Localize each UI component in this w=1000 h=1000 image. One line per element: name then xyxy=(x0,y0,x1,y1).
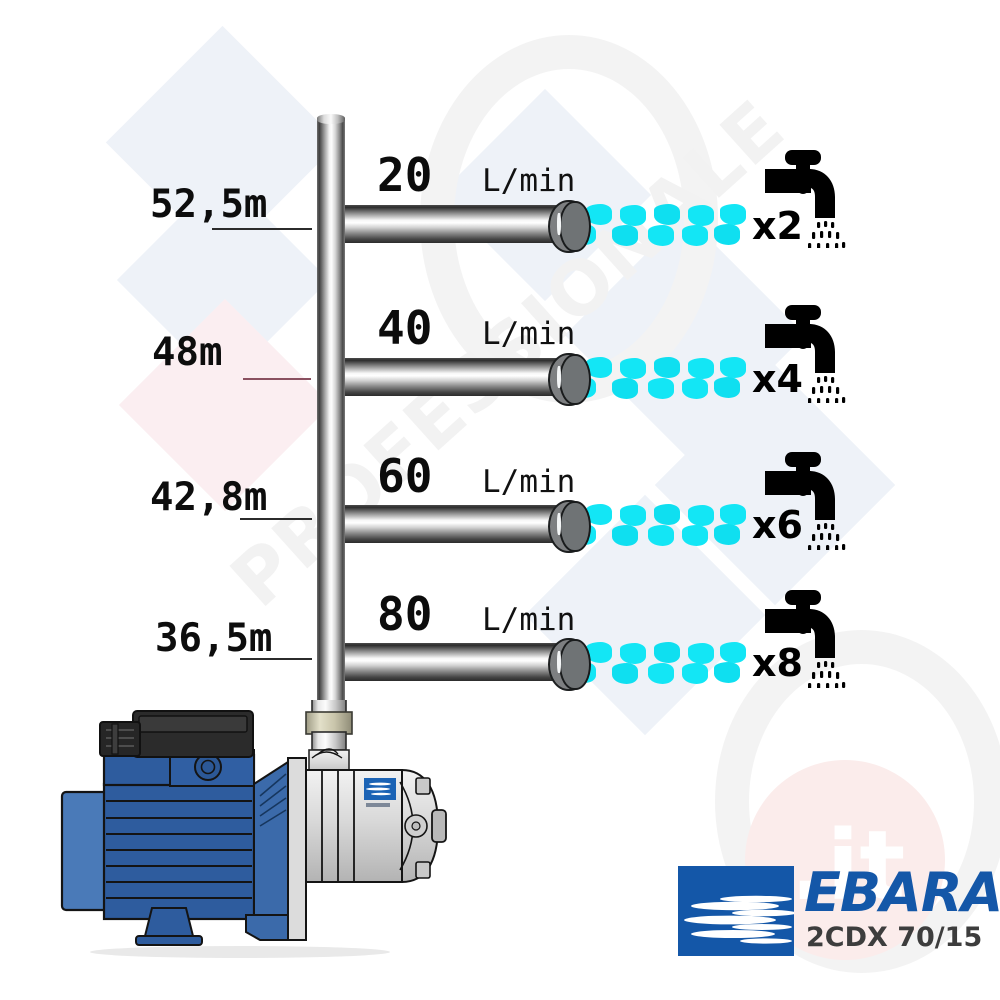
flow-unit: L/min xyxy=(482,464,576,500)
water-droplet xyxy=(688,643,714,664)
water-droplet xyxy=(720,642,746,663)
head-label: 42,8m xyxy=(150,475,268,520)
nozzle-highlight xyxy=(557,365,561,389)
outlet-count: x2 xyxy=(752,204,803,248)
branch-pipe xyxy=(343,643,558,681)
water-spray xyxy=(570,641,746,687)
water-droplet xyxy=(612,378,638,399)
pump-svg xyxy=(60,695,447,958)
head-label: 36,5m xyxy=(155,616,273,661)
ebara-logo-icon xyxy=(364,778,396,807)
water-droplet xyxy=(612,225,638,246)
water-droplet xyxy=(620,205,646,226)
water-spray xyxy=(570,356,746,402)
water-droplet xyxy=(688,205,714,226)
water-droplet xyxy=(648,663,674,684)
head-leader-line xyxy=(212,228,312,230)
nozzle-disc-front xyxy=(559,353,591,405)
water-droplet xyxy=(654,642,680,663)
nozzle-highlight xyxy=(557,212,561,236)
head-leader-line xyxy=(243,378,311,380)
water-droplet xyxy=(612,663,638,684)
nozzle-disc-front xyxy=(559,200,591,252)
nozzle-disc-front xyxy=(559,638,591,690)
head-leader-line xyxy=(240,658,312,660)
water-droplet xyxy=(682,525,708,546)
head-label: 52,5m xyxy=(150,182,268,227)
water-droplet xyxy=(648,225,674,246)
head-label: 48m xyxy=(152,330,223,375)
nozzle-head xyxy=(548,500,591,553)
brand-block: EBARA 2CDX 70/15 xyxy=(678,866,1000,956)
water-droplet xyxy=(654,204,680,225)
flow-unit: L/min xyxy=(482,163,576,199)
water-droplet xyxy=(720,504,746,525)
water-droplet xyxy=(720,357,746,378)
water-droplet xyxy=(714,377,740,398)
water-droplet xyxy=(654,357,680,378)
brand-model: 2CDX 70/15 xyxy=(806,922,983,953)
nozzle-highlight xyxy=(557,650,561,674)
outlet-count: x8 xyxy=(752,641,803,685)
brand-name: EBARA xyxy=(804,861,1000,924)
outlet-count: x4 xyxy=(752,357,803,401)
nozzle-head xyxy=(548,638,591,691)
water-droplet xyxy=(620,643,646,664)
flow-value: 40 xyxy=(377,301,433,355)
water-droplet xyxy=(682,225,708,246)
water-spray xyxy=(570,503,746,549)
water-droplet xyxy=(612,525,638,546)
water-droplet xyxy=(654,504,680,525)
water-droplet xyxy=(688,505,714,526)
ebara-wave-logo-icon xyxy=(678,866,794,956)
water-spray xyxy=(570,203,746,249)
centrifugal-pump-illustration xyxy=(60,695,450,960)
water-droplet xyxy=(682,663,708,684)
nozzle-highlight xyxy=(557,512,561,536)
flow-unit: L/min xyxy=(482,316,576,352)
water-droplet xyxy=(688,358,714,379)
water-droplet xyxy=(720,204,746,225)
vertical-riser-pipe xyxy=(317,118,345,730)
flow-value: 80 xyxy=(377,587,433,641)
water-droplet xyxy=(620,358,646,379)
water-droplet xyxy=(714,524,740,545)
branch-pipe xyxy=(343,505,558,543)
branch-pipe xyxy=(343,358,558,396)
water-droplet xyxy=(714,662,740,683)
flow-value: 60 xyxy=(377,449,433,503)
water-droplet xyxy=(682,378,708,399)
branch-pipe xyxy=(343,205,558,243)
faucet-svg xyxy=(765,150,846,249)
water-droplet xyxy=(714,224,740,245)
water-droplet xyxy=(620,505,646,526)
faucet-icon xyxy=(765,148,860,252)
water-droplet xyxy=(648,378,674,399)
riser-top-cap xyxy=(317,114,345,124)
nozzle-head xyxy=(548,353,591,406)
outlet-count: x6 xyxy=(752,503,803,547)
flow-unit: L/min xyxy=(482,602,576,638)
water-droplet xyxy=(648,525,674,546)
head-leader-line xyxy=(240,518,312,520)
flow-value: 20 xyxy=(377,148,433,202)
nozzle-disc-front xyxy=(559,500,591,552)
nozzle-head xyxy=(548,200,591,253)
